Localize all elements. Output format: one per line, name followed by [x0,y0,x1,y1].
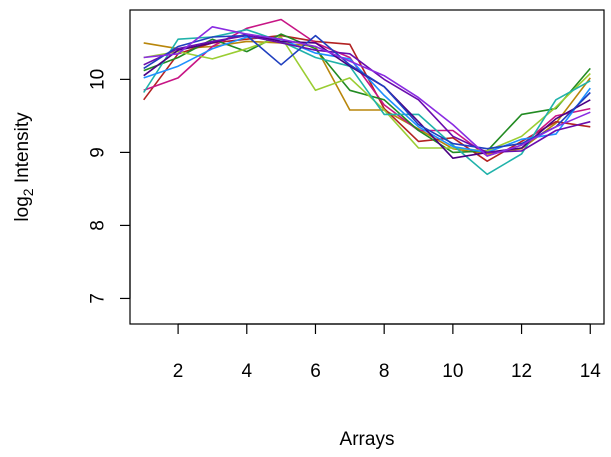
series-line [143,28,591,176]
series-line [143,34,591,150]
y-tick-label: 10 [88,69,109,90]
y-tick-label: 7 [88,293,109,304]
y-axis-title: log2 Intensity [12,112,36,222]
series-line [143,40,591,155]
x-tick-label: 8 [379,361,390,382]
y-axis: 7 8 9 10 [88,69,131,304]
x-axis: 2 4 6 8 10 12 14 [173,323,602,382]
series-line [143,34,591,154]
x-tick-label: 2 [173,361,184,382]
y-axis-title-prefix: log [12,196,33,221]
x-tick-label: 12 [511,361,532,382]
x-tick-label: 10 [442,361,463,382]
series-line [143,25,591,157]
series-line [143,36,591,152]
y-axis-title-suffix: Intensity [12,112,33,189]
x-tick-label: 6 [310,361,321,382]
y-tick-label: 8 [88,220,109,231]
x-tick-label: 14 [580,361,602,382]
x-axis-title: Arrays [340,429,395,450]
x-tick-label: 4 [241,361,252,382]
series-layer [143,18,591,176]
y-axis-title-subscript: 2 [20,188,36,196]
y-tick-label: 9 [88,147,109,158]
